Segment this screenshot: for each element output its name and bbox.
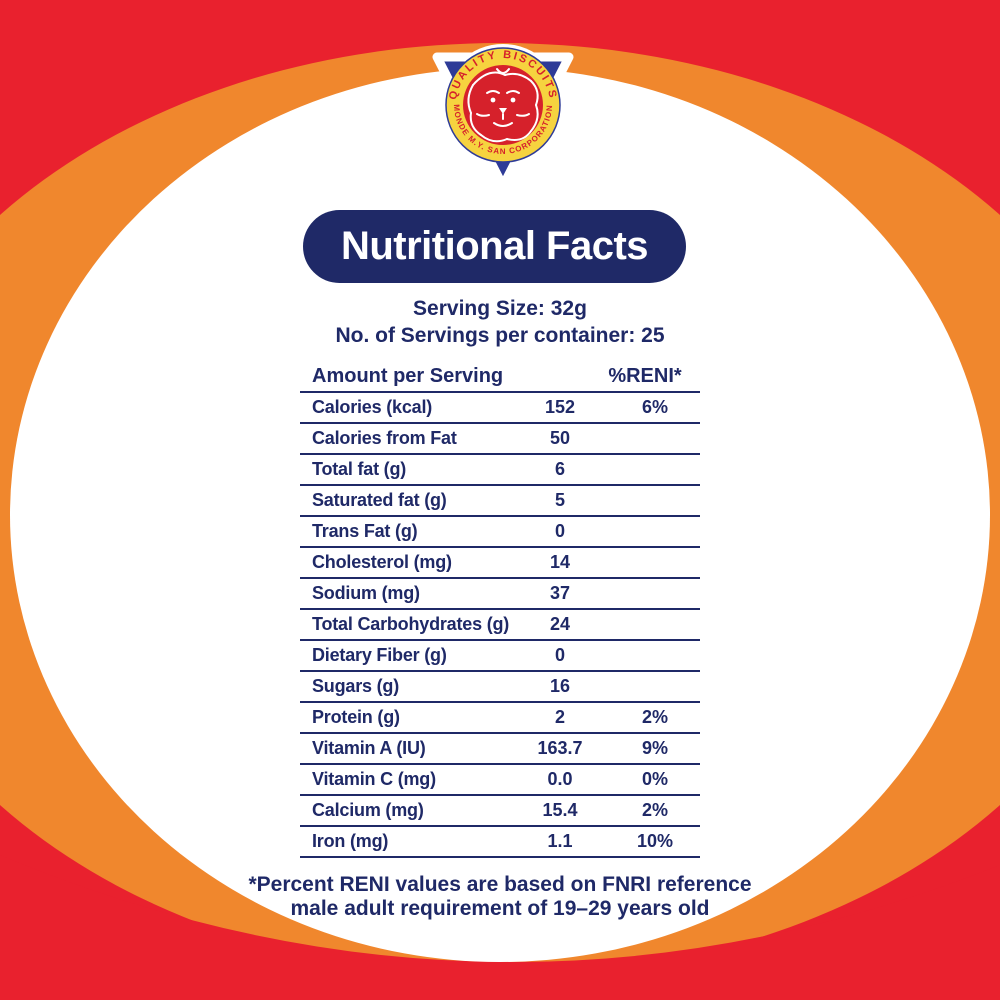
nutrient-value: 0.0	[547, 769, 573, 789]
lion-head-icon	[467, 68, 539, 143]
header-percent-reni: %RENI*	[608, 364, 682, 387]
table-row: Total fat (g) 6	[300, 455, 700, 486]
serving-size-text: Serving Size: 32g	[413, 297, 587, 320]
nutrient-label: Sodium (mg)	[312, 583, 420, 603]
page-title: Nutritional Facts	[340, 224, 649, 268]
table-row: Sodium (mg) 37	[300, 579, 700, 610]
nutrient-label: Total Carbohydrates (g)	[312, 614, 510, 634]
table-row: Iron (mg) 1.1 10%	[300, 827, 700, 858]
title-pill: Nutritional Facts	[303, 210, 686, 283]
header-amount-per-serving: Amount per Serving	[312, 364, 504, 387]
nutrient-label: Protein (g)	[312, 707, 400, 727]
logo-red-medallion	[463, 65, 543, 145]
nutrient-value: 37	[549, 583, 571, 603]
nutrient-label: Vitamin A (IU)	[312, 738, 426, 758]
nutrient-value: 16	[549, 676, 571, 696]
nutrition-table-header: Amount per Serving %RENI*	[300, 361, 700, 393]
nutrient-value: 14	[549, 552, 571, 572]
nutrient-label: Dietary Fiber (g)	[312, 645, 447, 665]
nutrient-value: 1.1	[547, 831, 573, 851]
nutrient-reni-percent: 10%	[636, 831, 674, 851]
table-row: Vitamin C (mg) 0.0 0%	[300, 765, 700, 796]
nutrient-value: 0	[554, 521, 565, 541]
nutrient-label: Calories (kcal)	[312, 397, 433, 417]
nutrient-value: 2	[554, 707, 565, 727]
nutrient-reni-percent: 2%	[641, 707, 668, 727]
nutrient-label: Trans Fat (g)	[312, 521, 418, 541]
nutrient-label: Calcium (mg)	[312, 800, 424, 820]
table-row: Calcium (mg) 15.4 2%	[300, 796, 700, 827]
table-row: Calories from Fat 50	[300, 424, 700, 455]
nutrition-table-body: Calories (kcal) 152 6% Calories from Fat…	[300, 393, 700, 858]
nutrient-value: 15.4	[542, 800, 578, 820]
brand-logo: QUALITY BISCUITS MONDE M.Y. SAN CORPORAT…	[432, 44, 574, 191]
nutrient-value: 50	[549, 428, 571, 448]
table-row: Calories (kcal) 152 6%	[300, 393, 700, 424]
nutrient-value: 0	[554, 645, 565, 665]
table-row: Cholesterol (mg) 14	[300, 548, 700, 579]
nutrient-value: 163.7	[537, 738, 583, 758]
nutrient-label: Iron (mg)	[312, 831, 389, 851]
nutrient-label: Sugars (g)	[312, 676, 400, 696]
table-row: Dietary Fiber (g) 0	[300, 641, 700, 672]
nutrient-label: Total fat (g)	[312, 459, 407, 479]
nutrient-value: 152	[544, 397, 576, 417]
table-row: Sugars (g) 16	[300, 672, 700, 703]
nutrient-reni-percent: 0%	[641, 769, 668, 789]
table-row: Saturated fat (g) 5	[300, 486, 700, 517]
footnote-line-2: male adult requirement of 19–29 years ol…	[290, 897, 710, 920]
table-row: Vitamin A (IU) 163.7 9%	[300, 734, 700, 765]
nutrient-label: Calories from Fat	[312, 428, 457, 448]
nutrient-value: 24	[549, 614, 571, 634]
footnote-line-1: *Percent RENI values are based on FNRI r…	[248, 873, 752, 896]
servings-per-container-text: No. of Servings per container: 25	[335, 324, 665, 347]
nutrient-reni-percent: 9%	[641, 738, 668, 758]
table-row: Total Carbohydrates (g) 24	[300, 610, 700, 641]
table-row: Trans Fat (g) 0	[300, 517, 700, 548]
nutrition-table: Amount per Serving %RENI* Calories (kcal…	[300, 361, 700, 858]
nutrient-label: Cholesterol (mg)	[312, 552, 452, 572]
nutrient-reni-percent: 2%	[641, 800, 668, 820]
nutrient-label: Saturated fat (g)	[312, 490, 447, 510]
nutrient-value: 6	[554, 459, 565, 479]
reni-footnote: *Percent RENI values are based on FNRI r…	[0, 873, 1000, 921]
nutrient-value: 5	[554, 490, 565, 510]
nutrient-reni-percent: 6%	[641, 397, 668, 417]
nutrient-label: Vitamin C (mg)	[312, 769, 436, 789]
table-row: Protein (g) 2 2%	[300, 703, 700, 734]
background-red-bottom-wave	[0, 855, 1000, 1000]
